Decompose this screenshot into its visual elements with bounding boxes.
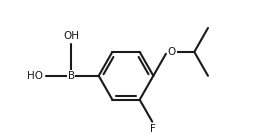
Text: B: B <box>68 71 75 81</box>
Text: HO: HO <box>27 71 43 81</box>
Text: O: O <box>168 47 176 57</box>
Text: OH: OH <box>63 31 79 41</box>
Text: F: F <box>150 124 156 134</box>
